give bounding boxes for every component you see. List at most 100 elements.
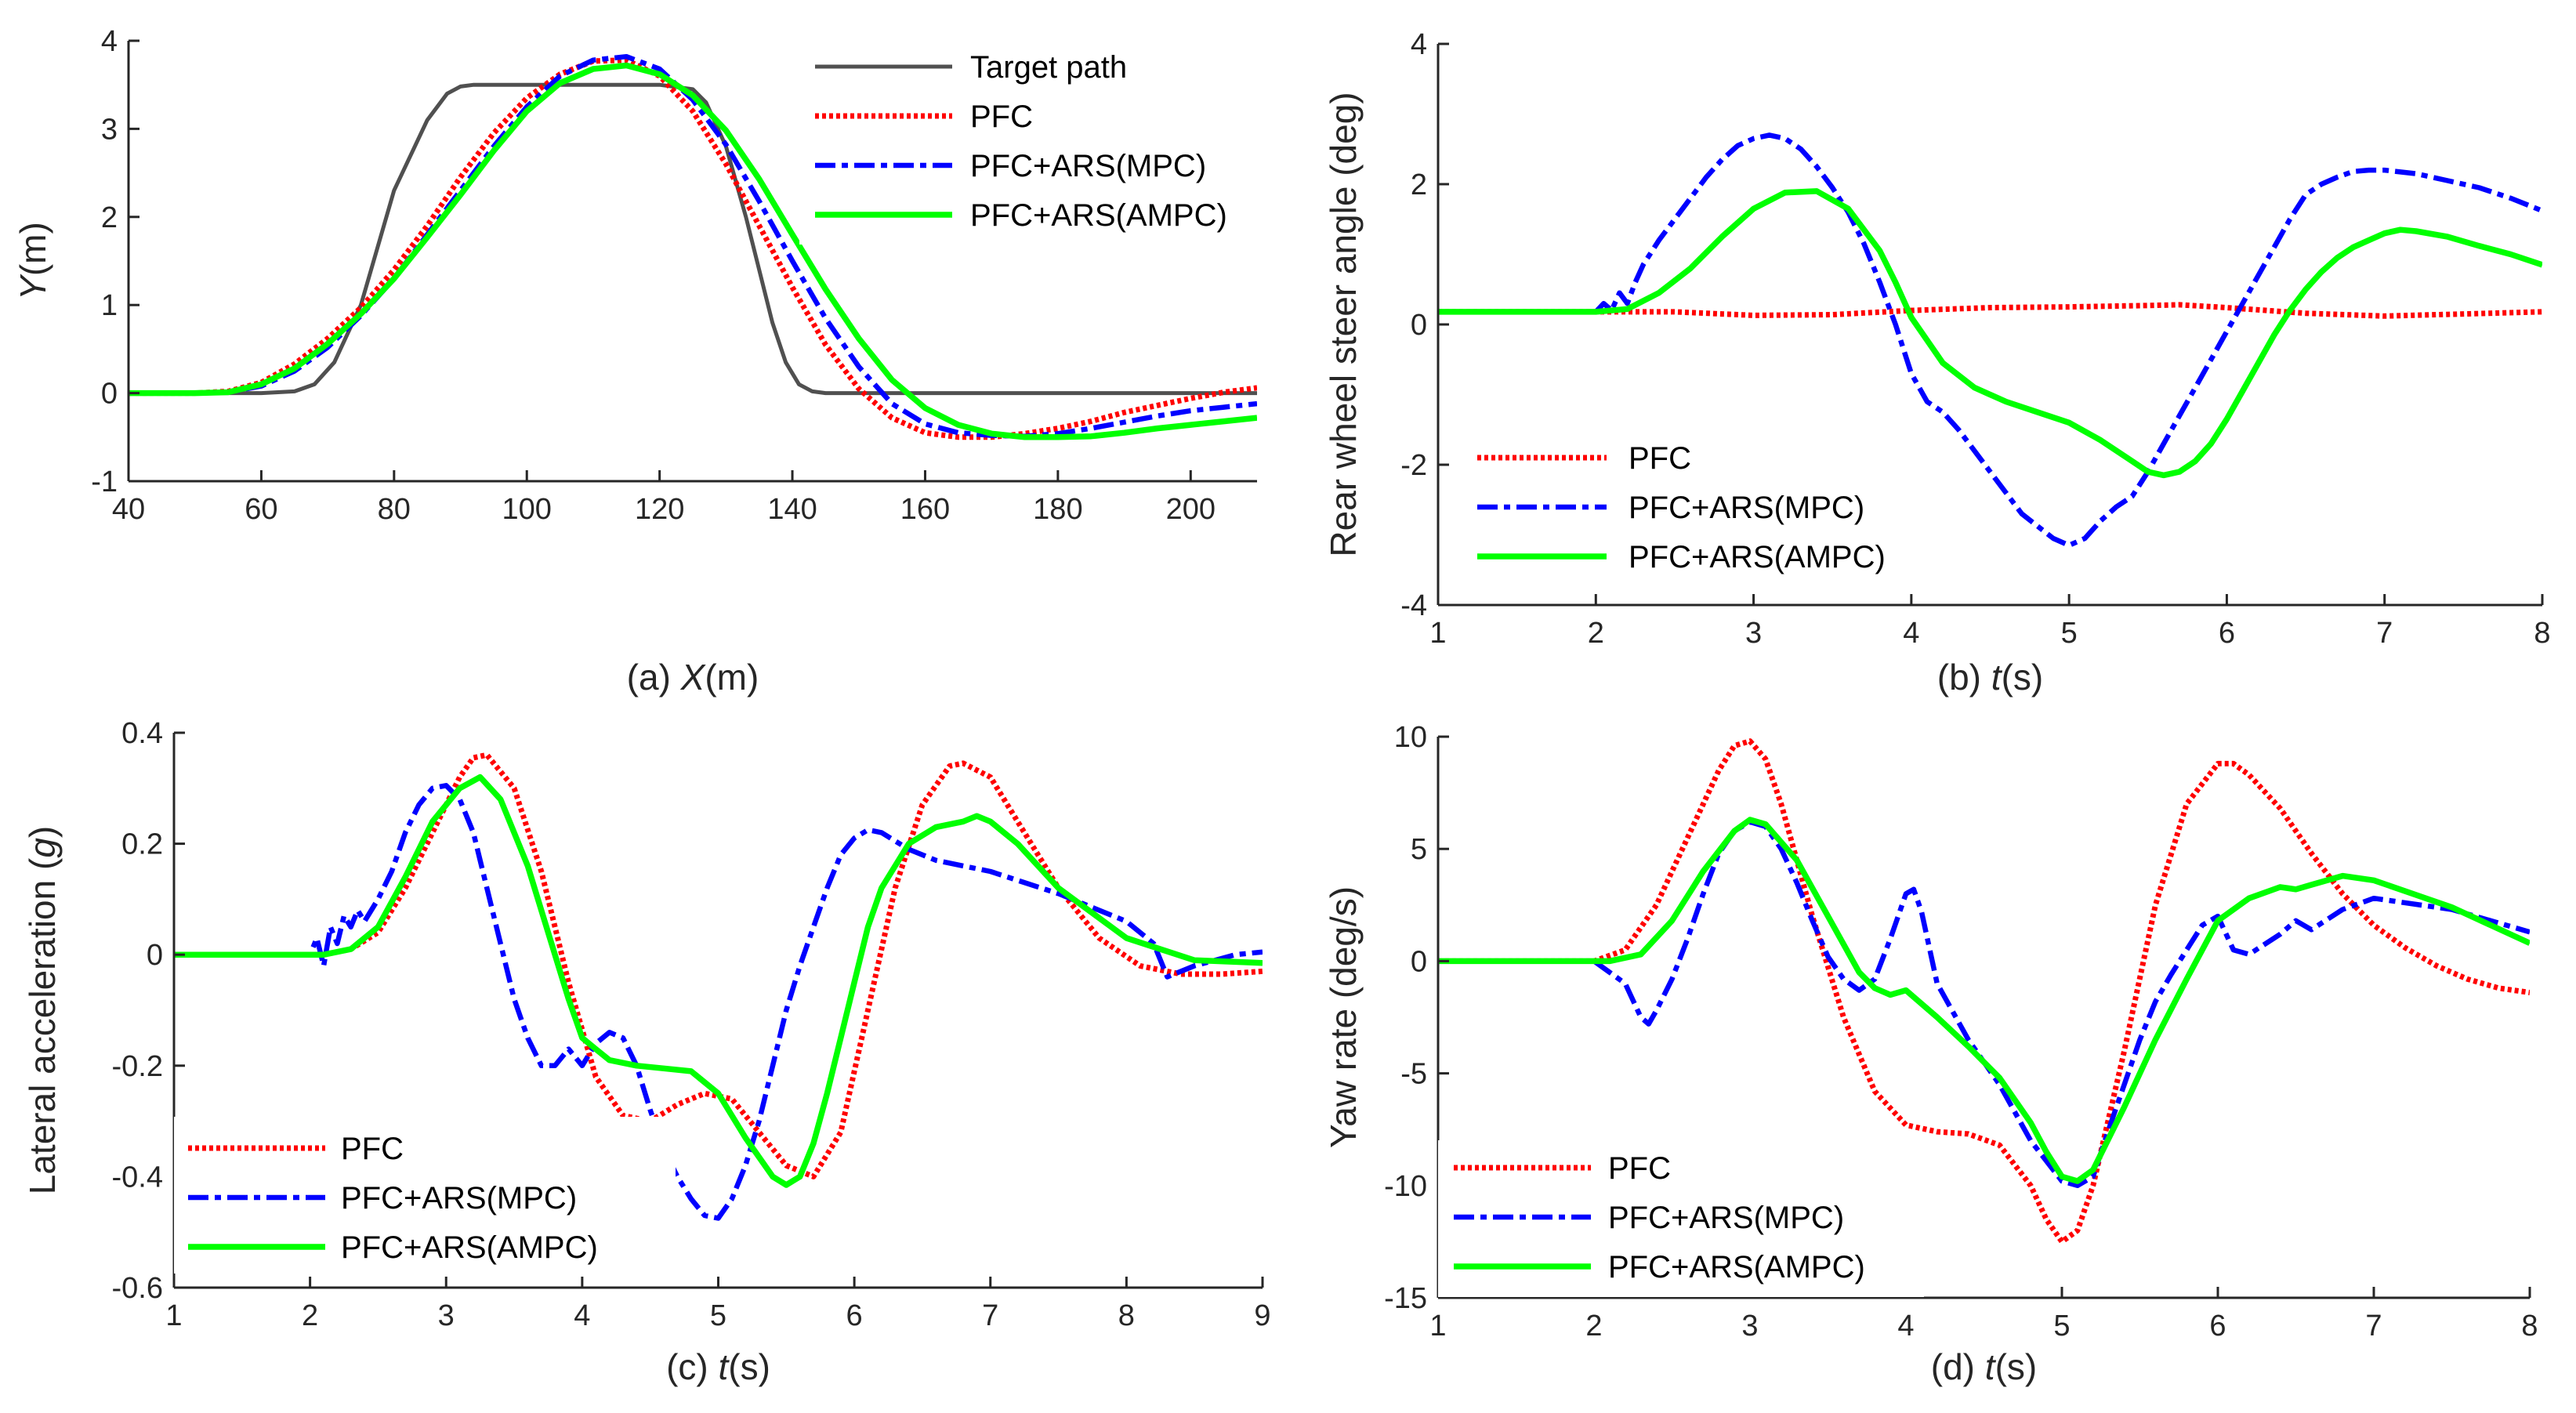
series-line-mpc-b	[1438, 132, 2542, 549]
x-tick-label-b: 1	[1429, 617, 1446, 650]
x-tick-label-d: 1	[1429, 1310, 1446, 1342]
legend-label-mpc-d: PFC+ARS(MPC)	[1608, 1201, 1844, 1235]
x-axis-label-c: (c) t(s)	[666, 1346, 770, 1387]
y-tick-label-a: 2	[101, 201, 118, 234]
legend-d: PFC PFC+ARS(MPC) PFC+ARS(AMPC)	[1438, 1140, 1924, 1297]
series-line-ampc-d	[1438, 817, 2530, 1184]
x-tick-label-a: 160	[900, 493, 950, 526]
chart-panel-b: 1 2 3 4 5 6 7 8 -4 -2 0 2 4 (b) t(s) Rear wheel steer …	[1323, 28, 2551, 697]
x-tick-label-d: 5	[2053, 1310, 2070, 1342]
legend-label-pfc-d: PFC	[1608, 1151, 1671, 1186]
y-axis-label-c: Lateral acceleration (g)	[22, 826, 63, 1195]
legend-label-ampc-c: PFC+ARS(AMPC)	[341, 1230, 598, 1265]
x-tick-label-a: 200	[1166, 493, 1216, 526]
y-tick-label-b: -4	[1400, 589, 1427, 622]
legend-box-a	[799, 41, 1277, 245]
chart-panel-a: 40 60 80 100 120 140 160 180 200 -1 0 1 2 3 4 (a) X(m) Y…	[13, 25, 1277, 697]
x-tick-label-c: 6	[846, 1299, 863, 1332]
y-tick-label-c: 0.4	[121, 717, 163, 750]
legend-label-mpc-b: PFC+ARS(MPC)	[1629, 491, 1864, 525]
legend-a: Target path PFC PFC+ARS(MPC) PFC+ARS(AMPC)	[799, 41, 1277, 245]
legend-label-pfc-a: PFC	[970, 100, 1033, 134]
y-tick-label-b: 0	[1411, 309, 1427, 342]
x-tick-label-d: 3	[1741, 1310, 1758, 1342]
x-tick-label-c: 1	[165, 1299, 182, 1332]
series-line-ampc-a	[129, 62, 1257, 440]
series-group-d	[1438, 738, 2530, 1245]
legend-label-ampc-d: PFC+ARS(AMPC)	[1608, 1250, 1865, 1284]
x-tick-label-a: 180	[1033, 493, 1082, 526]
x-tick-label-a: 120	[635, 493, 684, 526]
y-tick-label-c: -0.6	[112, 1272, 163, 1305]
y-axis-label-d: Yaw rate (deg/s)	[1323, 886, 1364, 1148]
x-tick-label-d: 6	[2209, 1310, 2226, 1342]
y-tick-label-a: 0	[101, 378, 118, 411]
y-tick-label-a: 3	[101, 113, 118, 146]
x-tick-label-b: 4	[1903, 617, 1919, 650]
y-tick-label-c: -0.4	[112, 1161, 163, 1194]
y-tick-label-c: 0	[147, 939, 163, 972]
series-group-c	[174, 752, 1263, 1221]
y-axis-label-b: Rear wheel steer angle (deg)	[1323, 92, 1364, 556]
series-line-pfc-c	[174, 752, 1263, 1179]
x-tick-label-a: 80	[378, 493, 411, 526]
y-tick-label-d: 10	[1394, 721, 1427, 754]
x-tick-label-b: 3	[1745, 617, 1762, 650]
y-tick-label-d: 5	[1411, 833, 1427, 866]
series-line-pfc-b	[1438, 302, 2542, 319]
y-tick-label-d: -5	[1400, 1058, 1427, 1091]
legend-b: PFC PFC+ARS(MPC) PFC+ARS(AMPC)	[1454, 431, 1940, 588]
chart-panel-c: 1 2 3 4 5 6 7 8 9 -0.6 -0.4 -0.2 0 0.2 0.4 (c) t(s) Late…	[22, 717, 1271, 1387]
series-line-ampc-c	[174, 774, 1263, 1188]
x-tick-label-a: 60	[245, 493, 277, 526]
legend-label-mpc-a: PFC+ARS(MPC)	[970, 149, 1206, 183]
x-tick-label-d: 7	[2365, 1310, 2382, 1342]
y-tick-label-c: -0.2	[112, 1050, 163, 1083]
x-tick-label-a: 40	[112, 493, 145, 526]
x-axis-label-d: (d) t(s)	[1931, 1346, 2037, 1387]
y-axis-label-a: Y(m)	[13, 222, 53, 300]
series-line-mpc-d	[1438, 819, 2530, 1189]
y-tick-label-b: 4	[1411, 28, 1427, 61]
legend-label-pfc-c: PFC	[341, 1132, 404, 1166]
y-tick-label-a: 1	[101, 289, 118, 322]
x-tick-label-b: 7	[2376, 617, 2393, 650]
y-tick-label-d: 0	[1411, 945, 1427, 978]
legend-label-mpc-c: PFC+ARS(MPC)	[341, 1181, 577, 1216]
x-tick-label-a: 100	[502, 493, 552, 526]
legend-label-target-a: Target path	[970, 50, 1127, 85]
series-line-pfc-a	[129, 57, 1257, 440]
x-tick-label-c: 7	[982, 1299, 998, 1332]
x-tick-label-c: 2	[302, 1299, 318, 1332]
legend-label-ampc-a: PFC+ARS(AMPC)	[970, 198, 1227, 233]
x-tick-label-d: 4	[1897, 1310, 1914, 1342]
y-tick-label-d: -15	[1384, 1282, 1427, 1315]
x-tick-label-b: 2	[1588, 617, 1604, 650]
x-axis-label-a: (a) X(m)	[627, 657, 759, 697]
x-tick-label-c: 5	[710, 1299, 726, 1332]
y-tick-label-a: -1	[91, 466, 118, 498]
series-line-mpc-a	[129, 53, 1257, 439]
x-tick-label-c: 9	[1254, 1299, 1270, 1332]
x-tick-label-c: 3	[438, 1299, 455, 1332]
series-line-ampc-b	[1438, 188, 2542, 479]
series-line-target-a	[129, 82, 1257, 396]
legend-label-pfc-b: PFC	[1629, 441, 1691, 476]
x-tick-label-d: 8	[2521, 1310, 2538, 1342]
y-tick-label-d: -10	[1384, 1170, 1427, 1203]
x-tick-label-c: 4	[574, 1299, 590, 1332]
x-tick-label-c: 8	[1118, 1299, 1135, 1332]
y-tick-label-b: -2	[1400, 449, 1427, 482]
x-tick-label-a: 140	[767, 493, 817, 526]
legend-label-ampc-b: PFC+ARS(AMPC)	[1629, 540, 1886, 574]
legend-c: PFC PFC+ARS(MPC) PFC+ARS(AMPC)	[174, 1117, 676, 1274]
series-group-b	[1438, 132, 2542, 549]
y-tick-label-a: 4	[101, 25, 118, 58]
y-tick-label-c: 0.2	[121, 828, 163, 861]
x-axis-label-b: (b) t(s)	[1937, 657, 2043, 697]
y-tick-label-b: 2	[1411, 168, 1427, 201]
series-line-pfc-d	[1438, 738, 2530, 1245]
x-tick-label-b: 5	[2061, 617, 2078, 650]
x-tick-label-b: 6	[2219, 617, 2235, 650]
